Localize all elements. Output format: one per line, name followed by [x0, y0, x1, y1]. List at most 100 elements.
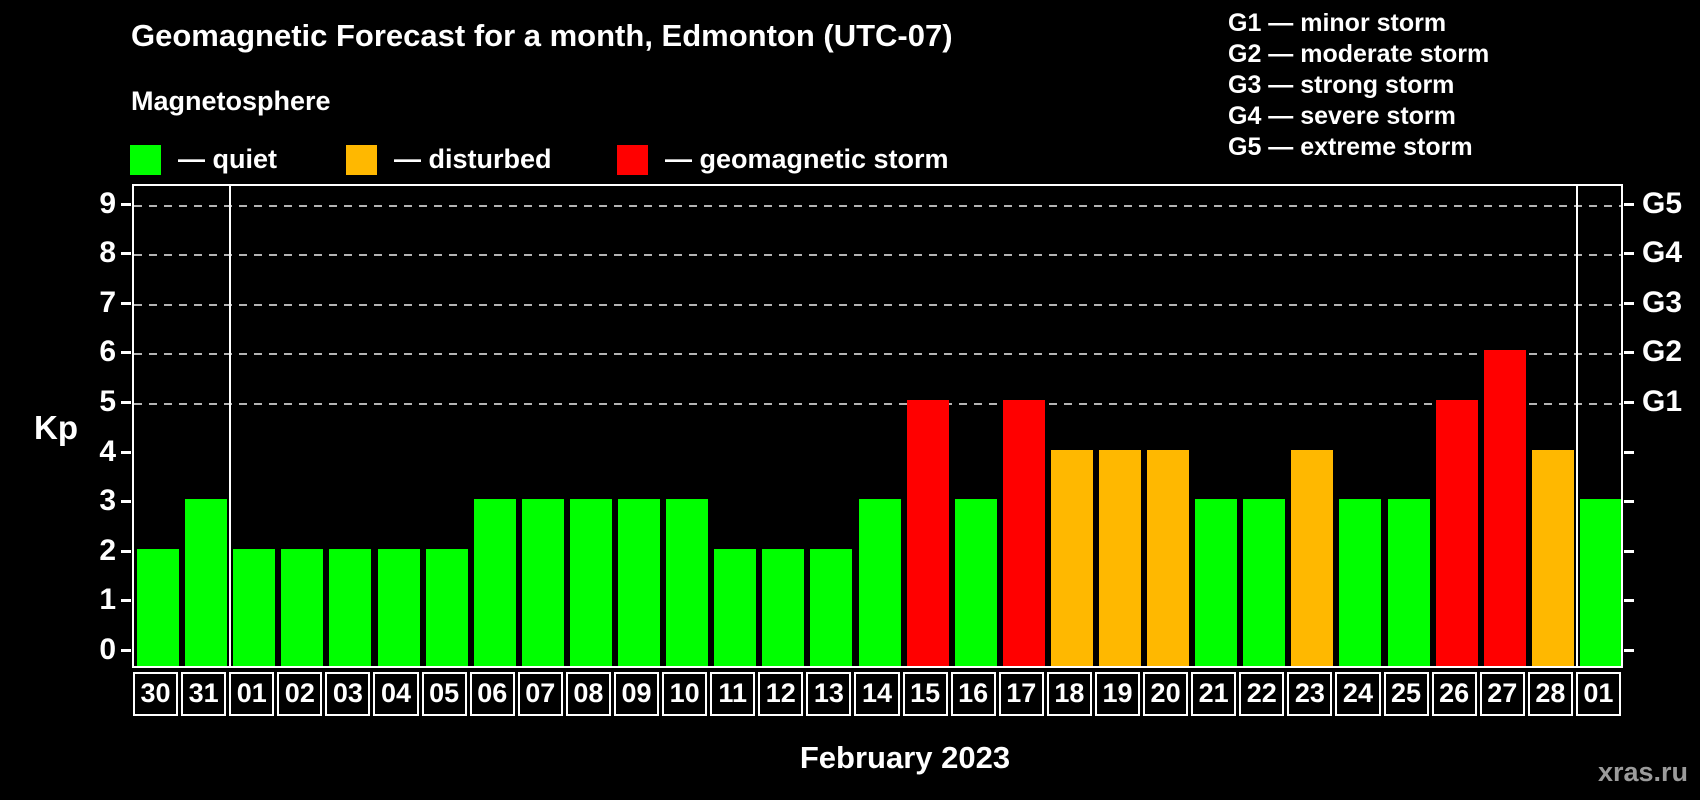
bar-day-31 — [185, 499, 228, 666]
bar-day-01 — [233, 548, 276, 666]
y-axis-tick-label-3: 3 — [99, 484, 116, 518]
right-axis-tick — [1624, 599, 1634, 603]
bar-day-03 — [329, 548, 372, 666]
left-axis-tick — [121, 252, 131, 256]
right-axis-tick — [1624, 301, 1634, 305]
bar-day-21 — [1195, 499, 1238, 666]
day-label-12: 12 — [758, 672, 804, 716]
bar-day-09 — [618, 499, 661, 666]
day-label-04: 04 — [373, 672, 419, 716]
bar-day-07 — [521, 499, 564, 666]
right-axis-tick — [1624, 450, 1634, 454]
legend-item-disturbed: — disturbed — [346, 144, 552, 175]
day-label-30: 30 — [133, 672, 179, 716]
disturbed-swatch — [346, 144, 377, 175]
right-axis-label-G5: G5 — [1642, 186, 1683, 220]
day-label-17: 17 — [998, 672, 1044, 716]
day-label-11: 11 — [710, 672, 756, 716]
plot-area — [132, 184, 1623, 668]
storm-swatch — [617, 144, 648, 175]
watermark: xras.ru — [1597, 757, 1688, 787]
month-boundary-line — [1575, 186, 1578, 666]
day-label-25: 25 — [1383, 672, 1429, 716]
magnetosphere-legend: — quiet — disturbed — geomagnetic storm — [130, 144, 1130, 178]
left-axis-tick — [121, 301, 131, 305]
y-axis-tick-label-2: 2 — [99, 533, 116, 567]
day-label-08: 08 — [565, 672, 611, 716]
left-axis-tick — [121, 401, 131, 404]
bar-day-13 — [810, 548, 853, 666]
left-axis-tick — [121, 351, 131, 355]
day-label-02: 02 — [277, 672, 323, 716]
y-axis-label: Kp — [34, 409, 78, 446]
legend-item-storm: — geomagnetic storm — [617, 144, 949, 175]
gridline-kp6 — [134, 353, 1621, 356]
chart-subtitle: Magnetosphere — [131, 86, 331, 116]
right-axis-label-G3: G3 — [1642, 285, 1683, 319]
gridline-kp9 — [134, 204, 1621, 207]
day-label-21: 21 — [1191, 672, 1237, 716]
legend-label-storm: — geomagnetic storm — [665, 144, 949, 174]
right-axis-tick — [1624, 549, 1634, 553]
day-label-07: 07 — [517, 672, 563, 716]
bar-day-26 — [1435, 400, 1478, 666]
right-axis-label-G2: G2 — [1642, 335, 1683, 369]
day-label-16: 16 — [950, 672, 996, 716]
bar-day-04 — [377, 548, 420, 666]
gridline-kp5 — [134, 403, 1621, 405]
y-axis-tick-label-4: 4 — [99, 434, 116, 468]
bar-day-20 — [1147, 449, 1190, 666]
legend-label-quiet: — quiet — [178, 144, 277, 174]
month-boundary-line — [229, 186, 232, 666]
bar-day-24 — [1339, 499, 1382, 666]
bar-day-27 — [1483, 350, 1526, 666]
left-axis-tick — [121, 450, 131, 454]
right-axis-tick — [1624, 649, 1634, 652]
day-label-31: 31 — [181, 672, 227, 716]
day-label-27: 27 — [1479, 672, 1525, 716]
bar-day-22 — [1243, 499, 1286, 666]
right-axis-tick — [1624, 351, 1634, 355]
bar-day-28 — [1531, 449, 1574, 666]
legend-label-disturbed: — disturbed — [394, 144, 552, 174]
left-axis-tick — [121, 500, 131, 504]
left-axis-tick — [121, 599, 131, 603]
x-axis-title: February 2023 — [799, 740, 1011, 775]
legend-item-quiet: — quiet — [130, 144, 277, 175]
bar-day-08 — [569, 499, 612, 666]
quiet-swatch — [130, 144, 161, 175]
day-label-22: 22 — [1239, 672, 1285, 716]
day-label-28: 28 — [1527, 672, 1573, 716]
y-axis-tick-label-9: 9 — [99, 186, 116, 220]
right-axis-label-G1: G1 — [1642, 385, 1683, 418]
right-axis-tick — [1624, 252, 1634, 256]
bar-day-16 — [954, 499, 997, 666]
left-axis-tick — [121, 649, 131, 652]
y-axis-tick-label-0: 0 — [99, 633, 116, 666]
gridline-kp7 — [134, 303, 1621, 306]
day-label-01: 01 — [229, 672, 275, 716]
bar-day-06 — [473, 499, 516, 666]
day-label-09: 09 — [613, 672, 660, 716]
left-axis-tick — [121, 549, 131, 553]
right-axis-label-G4: G4 — [1642, 236, 1683, 270]
bar-day-30 — [137, 548, 180, 666]
left-axis-tick — [121, 202, 131, 206]
y-axis-tick-label-1: 1 — [99, 583, 116, 617]
day-label-14: 14 — [854, 672, 900, 716]
g-scale-legend: G1 — minor storm G2 — moderate storm G3 — … — [1228, 8, 1489, 163]
day-label-10: 10 — [662, 672, 708, 716]
g-scale-legend-item-4: G4 — severe storm — [1228, 102, 1456, 130]
bar-day-14 — [858, 499, 901, 666]
day-label-15: 15 — [902, 672, 948, 716]
x-axis-day-labels: 30 31 01 02 03 04 05 06 07 08 09 10 11 12 13 14 15 16 17 18… — [132, 672, 1623, 717]
day-label-05: 05 — [421, 672, 467, 716]
bar-day-18 — [1050, 449, 1093, 666]
g-scale-legend-item-5: G5 — extreme storm — [1228, 133, 1473, 161]
day-label-24: 24 — [1335, 672, 1381, 716]
day-label-06: 06 — [469, 672, 515, 716]
bar-day-11 — [714, 548, 757, 666]
bar-day-12 — [762, 548, 805, 666]
g-scale-legend-item-1: G1 — minor storm — [1228, 9, 1447, 37]
